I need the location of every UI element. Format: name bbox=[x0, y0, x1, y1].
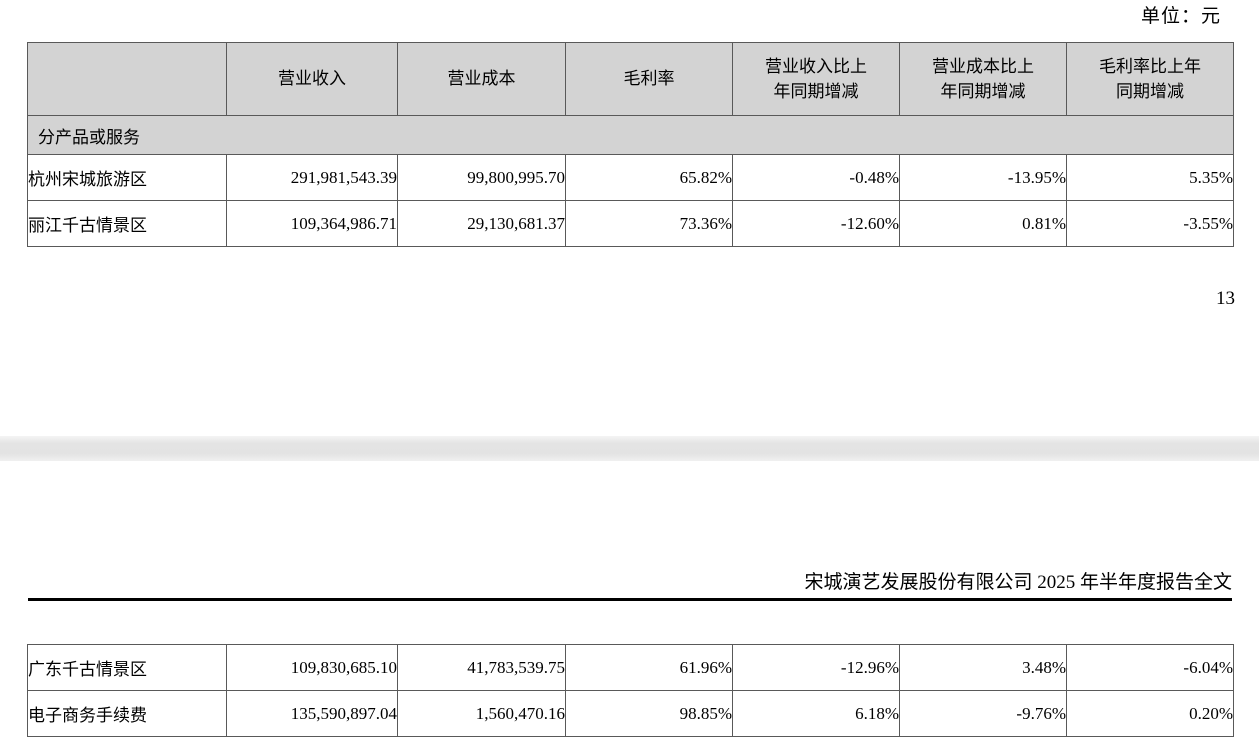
section-row: 分产品或服务 bbox=[27, 115, 1234, 155]
header-cell-cost: 营业成本 bbox=[397, 42, 566, 116]
table-row-guangdong: 广东千古情景区 109,830,685.10 41,783,539.75 61.… bbox=[27, 644, 1234, 691]
cell-cost-yoy: 0.81% bbox=[899, 200, 1067, 247]
cell-cost-yoy: 3.48% bbox=[899, 644, 1067, 691]
table-row-lijiang: 丽江千古情景区 109,364,986.71 29,130,681.37 73.… bbox=[27, 200, 1234, 247]
report-title-header: 宋城演艺发展股份有限公司 2025 年半年度报告全文 bbox=[804, 572, 1232, 593]
cell-revenue-yoy: 6.18% bbox=[732, 690, 900, 737]
row-label: 广东千古情景区 bbox=[27, 644, 227, 691]
cell-revenue-yoy: -12.96% bbox=[732, 644, 900, 691]
cell-margin-yoy: -6.04% bbox=[1066, 644, 1234, 691]
cell-revenue-yoy: -0.48% bbox=[732, 154, 900, 201]
cell-revenue: 135,590,897.04 bbox=[226, 690, 398, 737]
header-cell-margin-yoy: 毛利率比上年 同期增减 bbox=[1066, 42, 1234, 116]
table-row-ecommerce: 电子商务手续费 135,590,897.04 1,560,470.16 98.8… bbox=[27, 690, 1234, 737]
section-label: 分产品或服务 bbox=[27, 115, 1234, 155]
cell-cost: 1,560,470.16 bbox=[397, 690, 566, 737]
cell-revenue-yoy: -12.60% bbox=[732, 200, 900, 247]
cell-gross-margin: 73.36% bbox=[565, 200, 733, 247]
row-label: 丽江千古情景区 bbox=[27, 200, 227, 247]
cell-revenue: 109,830,685.10 bbox=[226, 644, 398, 691]
cell-cost: 99,800,995.70 bbox=[397, 154, 566, 201]
cell-gross-margin: 98.85% bbox=[565, 690, 733, 737]
header-cell-empty bbox=[27, 42, 227, 116]
header-cell-revenue: 营业收入 bbox=[226, 42, 398, 116]
row-label: 杭州宋城旅游区 bbox=[27, 154, 227, 201]
cell-revenue: 109,364,986.71 bbox=[226, 200, 398, 247]
cell-revenue: 291,981,543.39 bbox=[226, 154, 398, 201]
table-row-hangzhou: 杭州宋城旅游区 291,981,543.39 99,800,995.70 65.… bbox=[27, 154, 1234, 201]
cell-cost-yoy: -13.95% bbox=[899, 154, 1067, 201]
cell-margin-yoy: 0.20% bbox=[1066, 690, 1234, 737]
cell-gross-margin: 61.96% bbox=[565, 644, 733, 691]
header-cell-revenue-yoy: 营业收入比上 年同期增减 bbox=[732, 42, 900, 116]
header-cell-gross-margin: 毛利率 bbox=[565, 42, 733, 116]
cell-cost: 29,130,681.37 bbox=[397, 200, 566, 247]
header-cell-cost-yoy: 营业成本比上 年同期增减 bbox=[899, 42, 1067, 116]
unit-label: 单位：元 bbox=[1140, 6, 1221, 27]
cell-gross-margin: 65.82% bbox=[565, 154, 733, 201]
segment-table-page2: 广东千古情景区 109,830,685.10 41,783,539.75 61.… bbox=[27, 644, 1234, 737]
cell-cost: 41,783,539.75 bbox=[397, 644, 566, 691]
table-header-row: 营业收入 营业成本 毛利率 营业收入比上 年同期增减 营业成本比上 年同期增减 … bbox=[27, 42, 1234, 116]
page-separator-band bbox=[0, 436, 1259, 461]
segment-table-page1: 营业收入 营业成本 毛利率 营业收入比上 年同期增减 营业成本比上 年同期增减 … bbox=[27, 42, 1234, 247]
cell-cost-yoy: -9.76% bbox=[899, 690, 1067, 737]
row-label: 电子商务手续费 bbox=[27, 690, 227, 737]
page-number: 13 bbox=[1216, 288, 1235, 309]
cell-margin-yoy: -3.55% bbox=[1066, 200, 1234, 247]
header-rule-line bbox=[28, 598, 1232, 601]
cell-margin-yoy: 5.35% bbox=[1066, 154, 1234, 201]
